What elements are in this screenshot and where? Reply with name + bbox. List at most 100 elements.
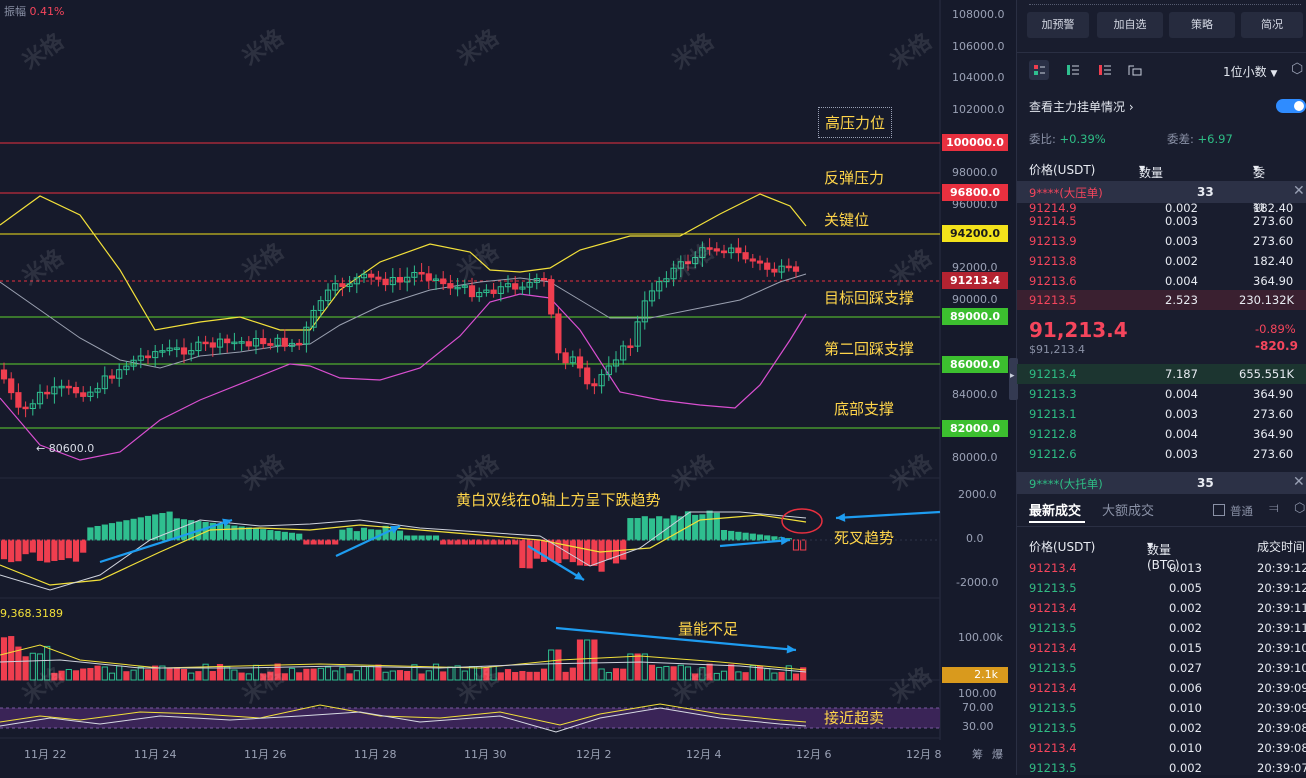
macd-bar xyxy=(44,539,51,563)
level-tag-100000: 100000.0 xyxy=(942,134,1008,151)
candle-body xyxy=(576,356,584,369)
volume-bar xyxy=(555,649,562,681)
normal-checkbox[interactable] xyxy=(1213,504,1225,516)
candle-body xyxy=(634,321,641,347)
col-total[interactable]: 委托额 ▾ xyxy=(1253,161,1266,214)
panel-collapse-handle[interactable]: ▸ xyxy=(1009,358,1018,400)
candle-body xyxy=(195,341,202,352)
high-pressure-label: 高压力位 xyxy=(818,107,893,138)
ask-row-large[interactable]: 91213.5 2.523 230.132K xyxy=(1017,290,1306,310)
close-icon[interactable]: ✕ xyxy=(1293,183,1305,199)
bid-row[interactable]: 91213.1 0.003 273.60 xyxy=(1017,404,1306,424)
bid-total: 655.551K xyxy=(1239,367,1295,381)
macd-bar xyxy=(497,539,504,545)
macd-bar xyxy=(555,539,562,564)
volume-bar xyxy=(144,669,152,681)
macd-bar xyxy=(447,539,454,545)
candle-body xyxy=(612,359,620,367)
chart-canvas[interactable] xyxy=(0,0,1016,775)
arrow-macd-up-2 xyxy=(335,525,401,557)
macd-note-label: 黄白双线在0轴上方呈下跌趋势 xyxy=(456,491,661,509)
book-bids-icon[interactable] xyxy=(1063,60,1083,80)
arrow-macd-cross xyxy=(719,538,791,548)
axis-corner-burst[interactable]: 爆 xyxy=(992,748,1003,761)
arrow-death-cross-head xyxy=(836,513,846,522)
candle-body xyxy=(569,356,576,364)
trade-row: 91213.5 0.002 20:39:07 xyxy=(1017,758,1306,778)
candle-body xyxy=(756,260,764,264)
trade-price: 91213.4 xyxy=(1029,601,1077,615)
book-both-icon[interactable] xyxy=(1029,60,1049,80)
ask-row[interactable]: 91213.8 0.002 182.40 xyxy=(1017,251,1306,271)
volume-bar xyxy=(598,668,605,681)
close-icon[interactable]: ✕ xyxy=(1293,474,1305,490)
filter-icon[interactable]: ⫤ xyxy=(1269,501,1279,516)
macd-bar xyxy=(281,531,288,541)
macd-bar xyxy=(346,527,353,541)
normal-label: 普通 xyxy=(1230,504,1253,518)
trade-qty: 0.002 xyxy=(1169,601,1202,615)
volume-bar xyxy=(713,672,720,681)
trade-price: 91213.5 xyxy=(1029,721,1077,735)
ask-row[interactable]: 91213.9 0.003 273.60 xyxy=(1017,231,1306,251)
main-orders-link[interactable]: 查看主力挂单情况 › xyxy=(1029,98,1134,115)
col-qty[interactable]: 数量 (BTC) ▾ xyxy=(1139,161,1172,195)
volume-bar xyxy=(425,670,432,681)
volume-bar xyxy=(396,670,404,681)
main-orders-toggle[interactable] xyxy=(1276,99,1306,113)
ask-total: 230.132K xyxy=(1239,293,1295,307)
big-buy-order-row[interactable]: 9****(大托单) 35 ✕ xyxy=(1017,472,1306,494)
tab-large-trades[interactable]: 大额成交 xyxy=(1102,504,1155,519)
candle-body xyxy=(440,278,447,285)
macd-bar xyxy=(72,539,80,562)
candle-body xyxy=(699,247,706,258)
kline-chart[interactable]: 振幅 0.41% 108000.0 106000.0 104000.0 1020… xyxy=(0,0,1016,775)
macd-dea-line xyxy=(0,514,807,586)
macd-bar xyxy=(209,522,216,541)
main-orders-text: 查看主力挂单情况 xyxy=(1029,100,1126,114)
candle-body xyxy=(72,386,80,394)
volume-bar xyxy=(778,671,785,681)
candle-body xyxy=(519,286,526,290)
volume-bar xyxy=(404,671,411,681)
bid-row-large[interactable]: 91213.4 7.187 655.551K xyxy=(1017,364,1306,384)
bid-row[interactable]: 91212.6 0.003 273.60 xyxy=(1017,444,1306,464)
trade-row: 91213.5 0.005 20:39:12 xyxy=(1017,578,1306,598)
candle-body xyxy=(620,345,627,361)
macd-bar xyxy=(756,534,764,541)
candle-body xyxy=(180,347,188,355)
candle-body xyxy=(202,341,209,345)
candle-body xyxy=(303,326,310,345)
big-sell-order-row[interactable]: 9****(大压单) 33 ✕ xyxy=(1017,181,1306,203)
ask-row[interactable]: 91214.9 0.002 182.40 xyxy=(1017,198,1306,218)
macd-bar xyxy=(303,539,310,545)
trade-col-qty[interactable]: 数量(BTC) ▾ xyxy=(1147,538,1180,572)
settings-icon[interactable]: ⬡ xyxy=(1294,501,1306,516)
candle-body xyxy=(785,265,792,269)
add-alert-button[interactable]: 加预警 xyxy=(1027,12,1089,38)
bollinger-lower xyxy=(0,293,807,461)
precision-select[interactable]: 1位小数 ▼ xyxy=(1223,63,1277,80)
bid-row[interactable]: 91212.8 0.004 364.90 xyxy=(1017,424,1306,444)
axis-corner-chips[interactable]: 筹 xyxy=(972,748,983,761)
big-sell-label: 9****(大压单) xyxy=(1029,186,1103,200)
add-watchlist-button[interactable]: 加自选 xyxy=(1097,12,1163,38)
trade-time: 20:39:08 xyxy=(1257,721,1306,735)
macd-bar xyxy=(562,539,569,560)
trade-time: 20:39:10 xyxy=(1257,641,1306,655)
trade-price: 91213.4 xyxy=(1029,681,1077,695)
book-depth-icon[interactable] xyxy=(1125,60,1145,80)
settings-icon[interactable]: ⬡ xyxy=(1291,61,1304,77)
bid-diff-value: +6.97 xyxy=(1197,132,1233,146)
change-percent: -0.89% xyxy=(1255,322,1296,336)
ask-row[interactable]: 91213.6 0.004 364.90 xyxy=(1017,271,1306,291)
tab-latest-trades[interactable]: 最新成交 xyxy=(1029,504,1082,519)
book-asks-icon[interactable] xyxy=(1095,60,1115,80)
bid-row[interactable]: 91213.3 0.004 364.90 xyxy=(1017,384,1306,404)
volume-bar xyxy=(620,668,627,681)
strategy-button[interactable]: 策略 xyxy=(1169,12,1235,38)
ask-row[interactable]: 91214.5 0.003 273.60 xyxy=(1017,211,1306,231)
volume-bar xyxy=(411,664,418,681)
overview-button[interactable]: 简况 xyxy=(1241,12,1303,38)
candle-body xyxy=(641,300,648,323)
